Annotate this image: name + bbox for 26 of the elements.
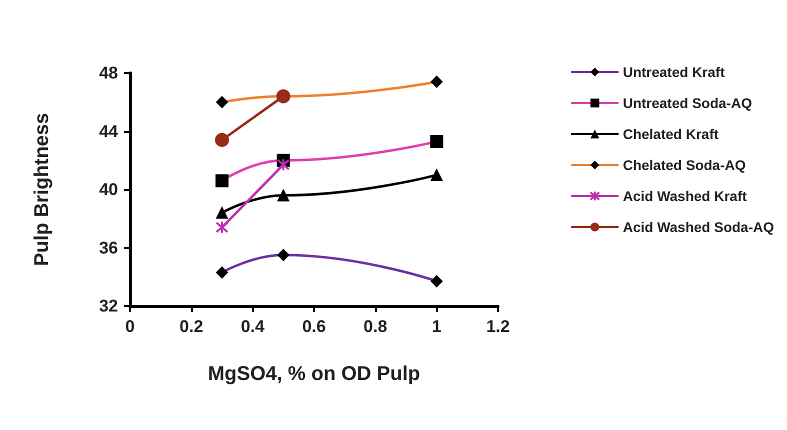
- x-tick-label: 1.2: [486, 317, 510, 336]
- legend-label: Untreated Soda-AQ: [622, 95, 752, 111]
- legend-label: Acid Washed Kraft: [622, 188, 748, 204]
- x-tick-label: 0.6: [302, 317, 326, 336]
- point: [216, 220, 228, 234]
- y-tick-label: 32: [99, 296, 118, 316]
- point: [430, 168, 443, 181]
- point: [277, 189, 290, 202]
- legend-label: Acid Washed Soda-AQ: [622, 219, 774, 235]
- y-tick-label: 48: [99, 64, 118, 82]
- point: [216, 206, 228, 219]
- x-tick-label: 0: [125, 317, 135, 336]
- legend-label: Chelated Kraft: [622, 126, 719, 142]
- legend-label: Untreated Kraft: [622, 64, 726, 80]
- x-tick-label: 0.2: [180, 317, 204, 336]
- y-tick-label: 44: [99, 122, 119, 141]
- x-axis-title: MgSO4, % on OD Pulp: [208, 363, 420, 385]
- point: [276, 158, 290, 172]
- y-tick-label: 36: [99, 238, 118, 258]
- y-axis-title: Pulp Brightness: [31, 112, 53, 266]
- x-tick-label: 0.8: [364, 317, 388, 336]
- point: [215, 132, 229, 147]
- y-tick-label: 40: [99, 180, 118, 199]
- legend-label: Chelated Soda-AQ: [622, 157, 746, 173]
- x-tick-label: 1: [432, 317, 442, 336]
- x-tick-label: 0.4: [240, 317, 266, 336]
